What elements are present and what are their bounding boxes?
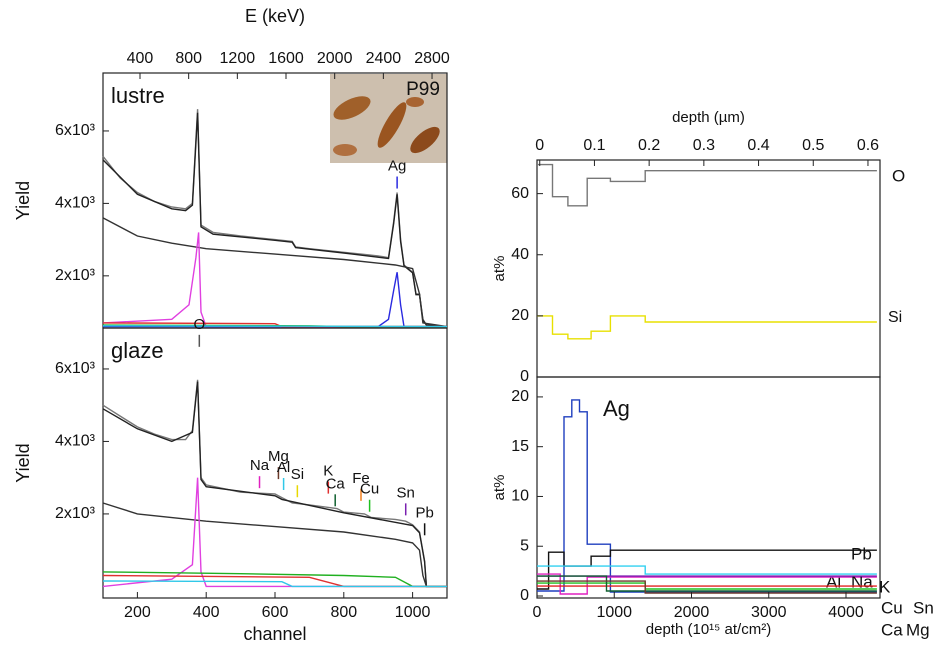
- annotation-label: Ag: [388, 158, 406, 175]
- x2-tick-label: 2400: [366, 50, 402, 67]
- x2-tick-label: 1600: [268, 50, 304, 67]
- series-line: [102, 325, 448, 328]
- x-tick-label: 2000: [674, 604, 710, 621]
- annotation-label: Cu: [360, 481, 379, 498]
- y-tick-label: 40: [511, 246, 529, 263]
- annotation-label: Si: [291, 466, 304, 483]
- plot-frame: [536, 376, 881, 599]
- x-tick-label: 800: [330, 604, 357, 621]
- annotation-label: O: [193, 316, 205, 333]
- x-axis-label: channel: [243, 624, 306, 644]
- x-tick-label: 400: [193, 604, 220, 621]
- annotation-label: Na: [250, 457, 270, 474]
- y-tick-label: 2x10³: [55, 505, 96, 522]
- y-tick-label: 0: [520, 368, 529, 385]
- series-line: [537, 573, 877, 595]
- annotation-label: Al: [277, 459, 290, 476]
- y-tick-label: 0: [520, 587, 529, 604]
- inset-label: P99: [406, 79, 440, 100]
- series-label: Cu: [881, 598, 903, 617]
- x-tick-label: 1000: [596, 604, 632, 621]
- y-tick-label: 4x10³: [55, 433, 96, 450]
- y-axis-label: Yield: [13, 181, 33, 220]
- x-tick-label: 600: [262, 604, 289, 621]
- x-tick-label: 4000: [828, 604, 864, 621]
- y-tick-label: 6x10³: [55, 360, 96, 377]
- y-tick-label: 5: [520, 537, 529, 554]
- annotation-label: Pb: [415, 504, 433, 521]
- y-tick-label: 4x10³: [55, 195, 96, 212]
- x2-tick-label: 400: [127, 50, 154, 67]
- x-axis-label: depth (10¹⁵ at/cm²): [646, 621, 771, 638]
- series-label: Ag: [603, 396, 630, 421]
- y-tick-label: 20: [511, 388, 529, 405]
- series-line: [537, 575, 877, 592]
- annotation-label: Sn: [397, 484, 415, 501]
- y-tick-label: 6x10³: [55, 122, 96, 139]
- series-line: [102, 217, 448, 328]
- series-line: [102, 381, 447, 588]
- series-label: Sn: [913, 598, 934, 617]
- series-line: [102, 477, 447, 588]
- series-line: [103, 272, 447, 328]
- series-label: Pb: [851, 544, 872, 563]
- y-axis-label: Yield: [13, 443, 33, 482]
- x2-tick-label: 0.2: [638, 137, 660, 154]
- series-label: O: [892, 166, 905, 185]
- x2-tick-label: 0.1: [583, 137, 605, 154]
- series-line: [102, 580, 447, 588]
- y-axis-label: at%: [491, 475, 508, 501]
- x2-tick-label: 0.3: [693, 137, 715, 154]
- x-tick-label: 0: [533, 604, 542, 621]
- annotation-label: K: [323, 463, 333, 480]
- series-line: [102, 502, 447, 588]
- x2-tick-label: 1200: [220, 50, 256, 67]
- x-tick-label: 200: [124, 604, 151, 621]
- y-tick-label: 15: [511, 438, 529, 455]
- series-line: [537, 163, 877, 207]
- y-tick-label: 60: [511, 185, 529, 202]
- y-tick-label: 20: [511, 307, 529, 324]
- y-tick-label: 2x10³: [55, 267, 96, 284]
- x2-axis-label: E (keV): [245, 6, 305, 26]
- series-label: Mg: [906, 620, 930, 639]
- x2-tick-label: 0.6: [857, 137, 879, 154]
- x2-tick-label: 0.4: [747, 137, 769, 154]
- series-line: [537, 565, 877, 575]
- series-line: [102, 571, 447, 588]
- series-label: K: [879, 577, 891, 596]
- x2-axis-label: depth (µm): [672, 109, 745, 126]
- series-label: Ca: [881, 620, 903, 639]
- series-line: [537, 315, 877, 340]
- y-tick-label: 10: [511, 488, 529, 505]
- panel-label: glaze: [111, 338, 164, 363]
- plot-frame: [536, 159, 881, 378]
- x-tick-label: 3000: [751, 604, 787, 621]
- y-axis-label: at%: [491, 256, 508, 282]
- series-line: [102, 232, 447, 328]
- series-line: [537, 399, 877, 593]
- x2-tick-label: 800: [175, 50, 202, 67]
- x-tick-label: 1000: [395, 604, 431, 621]
- series-label: Si: [888, 309, 902, 326]
- x2-tick-label: 0.5: [802, 137, 824, 154]
- x2-tick-label: 2800: [414, 50, 450, 67]
- annotation-label: Mg: [268, 448, 289, 465]
- series-line: [102, 379, 447, 588]
- inset-photo: [330, 74, 447, 163]
- series-line: [102, 112, 448, 328]
- annotation-label: Ca: [326, 475, 346, 492]
- x2-tick-label: 2000: [317, 50, 353, 67]
- x2-tick-label: 0: [535, 137, 544, 154]
- panel-label: lustre: [111, 83, 165, 108]
- annotation-label: Fe: [352, 470, 370, 487]
- series-line: [537, 580, 877, 594]
